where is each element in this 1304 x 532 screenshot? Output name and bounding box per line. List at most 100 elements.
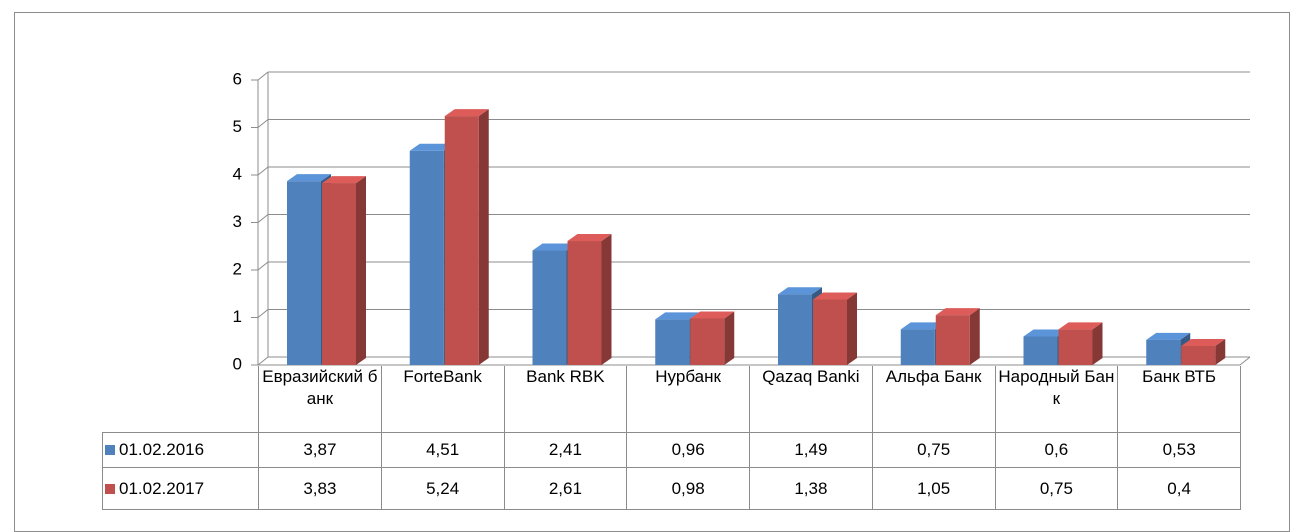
grid-side	[257, 214, 269, 223]
bar-top	[900, 322, 945, 330]
bar-top	[322, 176, 366, 184]
legend-label: 01.02.2017	[119, 478, 205, 498]
bar-top	[813, 292, 857, 300]
grid-side	[257, 309, 269, 318]
value-label: 0,6	[994, 432, 1119, 468]
value-label: 5,24	[380, 467, 505, 510]
bar-front	[1058, 329, 1093, 365]
bar-top	[655, 312, 700, 320]
grid-side	[257, 119, 269, 128]
bar-front	[444, 116, 479, 365]
category-label: Народный Банк	[994, 366, 1119, 433]
bar	[322, 176, 366, 365]
y-tick-label: 5	[233, 117, 242, 136]
bar-side	[601, 234, 612, 365]
bar-top	[1146, 332, 1191, 340]
bar-top	[287, 174, 331, 182]
category-label: Bank RBK	[503, 366, 628, 433]
bar	[935, 308, 980, 365]
bar-front	[287, 181, 321, 365]
bar-top	[1181, 339, 1226, 346]
bar-front	[778, 294, 812, 365]
bar-front	[655, 319, 690, 365]
bar-front	[409, 150, 444, 365]
value-label: 0,75	[994, 467, 1119, 510]
bar-top	[690, 311, 735, 319]
legend-cell: 01.02.2017	[102, 467, 259, 510]
bar-front	[567, 241, 602, 365]
bar-side	[1092, 322, 1103, 365]
bar	[690, 311, 735, 365]
value-label: 0,98	[626, 467, 750, 510]
bar-front	[322, 183, 356, 365]
bar-front	[813, 299, 847, 365]
category-label: Евразийский банк	[258, 366, 382, 433]
y-tick-label: 3	[233, 212, 242, 231]
value-label: 2,61	[503, 467, 628, 510]
bar	[1181, 339, 1226, 365]
bar-front	[935, 315, 970, 365]
grid-side	[257, 71, 269, 81]
value-label: 4,51	[380, 432, 505, 468]
bar-side	[356, 176, 366, 365]
bar	[1058, 322, 1103, 365]
bar-top	[444, 109, 489, 117]
bar-top	[567, 234, 612, 242]
value-label: 1,05	[871, 467, 996, 510]
bar-side	[1215, 339, 1226, 365]
value-label: 3,83	[258, 467, 382, 510]
value-label: 0,96	[626, 432, 750, 468]
value-label: 3,87	[258, 432, 382, 468]
y-tick-label: 1	[233, 307, 242, 326]
legend-key	[105, 445, 115, 455]
page: 0 1 2 3 4 5 6 Евразийский банк ForteBank Bank RB…	[14, 12, 1290, 532]
value-label: 0,53	[1117, 432, 1241, 468]
bar-top	[1058, 322, 1103, 330]
bar-front	[690, 318, 725, 365]
bar-side	[724, 311, 735, 365]
legend-label: 01.02.2016	[119, 440, 205, 459]
bar-top	[935, 308, 980, 316]
category-label: Qazaq Banki	[749, 366, 873, 433]
table-corner	[103, 366, 259, 433]
table-row: 01.02.2016 3,87 4,51 2,41 0,96 1,49 0,75 0,6 0,5…	[102, 432, 1241, 468]
value-label: 0,75	[871, 432, 996, 468]
y-tick-label: 2	[233, 259, 242, 278]
table-header-row: Евразийский банк ForteBank Bank RBK Нурбанк…	[103, 366, 1241, 433]
category-label: ForteBank	[380, 366, 505, 433]
table-row: 01.02.2017 3,83 5,24 2,61 0,98 1,38 1,05 0,75 0,…	[102, 467, 1241, 510]
value-label: 0,4	[1117, 467, 1241, 510]
floor-right	[1239, 356, 1251, 366]
bar-top	[778, 287, 822, 295]
category-label: Нурбанк	[626, 366, 750, 433]
bar	[444, 109, 489, 365]
chart: 0 1 2 3 4 5 6	[233, 69, 1251, 373]
bar-top	[1023, 329, 1068, 337]
legend-key	[105, 483, 115, 494]
y-tick-label: 0	[233, 354, 242, 373]
value-label: 2,41	[503, 432, 628, 468]
bar-side	[969, 308, 980, 365]
bar	[813, 292, 857, 365]
bar-front	[1146, 339, 1181, 365]
grid-side	[257, 261, 269, 271]
bar-front	[1023, 336, 1058, 365]
bar-front	[1181, 346, 1216, 365]
bar-front	[900, 329, 935, 365]
y-tick-label: 4	[233, 164, 242, 183]
data-table: Евразийский банк ForteBank Bank RBK Нурбанк…	[102, 366, 1241, 510]
value-label: 1,49	[749, 432, 873, 468]
bar-top	[532, 243, 577, 251]
legend-cell: 01.02.2016	[102, 432, 259, 468]
y-tick-label: 6	[233, 69, 242, 88]
grid-side	[257, 356, 269, 366]
grid-side	[257, 166, 269, 176]
bar-top	[409, 143, 454, 151]
category-label: Банк ВТБ	[1117, 366, 1241, 433]
value-label: 1,38	[749, 467, 873, 510]
bar-front	[532, 250, 567, 365]
bar-side	[847, 292, 857, 365]
category-label: Альфа Банк	[871, 366, 996, 433]
bar	[567, 234, 612, 365]
bar-side	[478, 109, 489, 365]
